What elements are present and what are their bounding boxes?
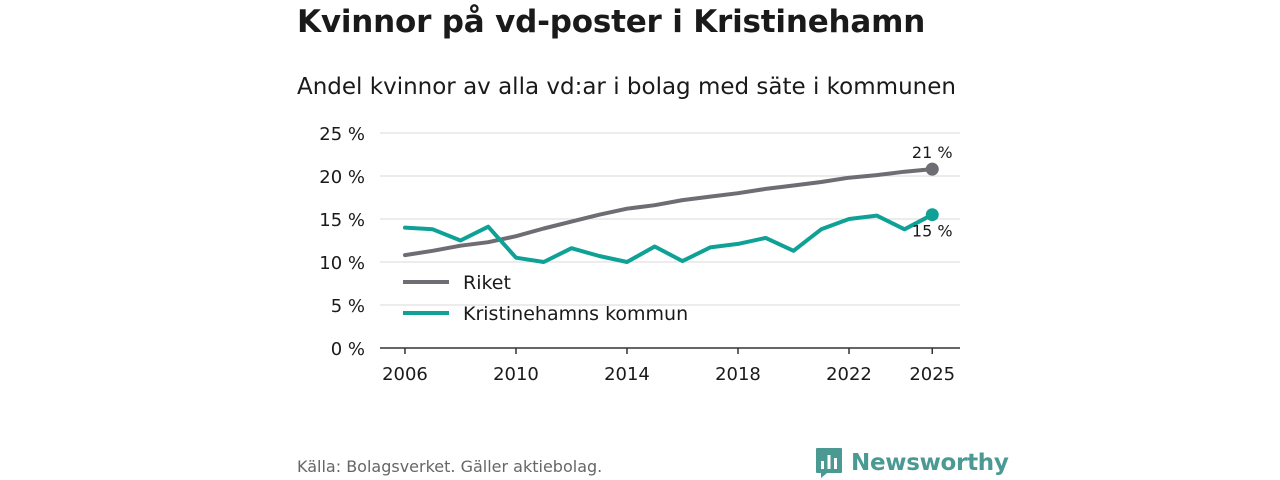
legend: Riket Kristinehamns kommun bbox=[403, 272, 688, 325]
y-tick-label: 10 % bbox=[319, 253, 365, 274]
series bbox=[403, 162, 939, 264]
end-label-kommun: 15 % bbox=[912, 222, 953, 241]
source-note: Källa: Bolagsverket. Gäller aktiebolag. bbox=[297, 457, 603, 476]
line-chart: 0 %5 %10 %15 %20 %25 % 2006 2010 2014 2018 2… bbox=[319, 124, 960, 385]
legend-label-kommun: Kristinehamns kommun bbox=[463, 303, 688, 325]
end-point-kommun bbox=[925, 208, 939, 222]
chart-subtitle: Andel kvinnor av alla vd:ar i bolag med … bbox=[297, 74, 956, 100]
x-tick-label: 2022 bbox=[826, 364, 872, 385]
x-tick-label: 2010 bbox=[493, 364, 539, 385]
end-point-riket bbox=[925, 162, 939, 176]
y-tick-label: 25 % bbox=[319, 124, 365, 145]
end-labels: 21 % 15 % bbox=[912, 143, 953, 241]
bar-chart-icon bbox=[816, 448, 842, 478]
x-tick-label: 2006 bbox=[382, 364, 428, 385]
legend-label-riket: Riket bbox=[463, 272, 511, 294]
x-tick-label: 2025 bbox=[909, 364, 955, 385]
x-tick-label: 2018 bbox=[715, 364, 761, 385]
y-tick-label: 0 % bbox=[331, 339, 365, 360]
series-line-riket bbox=[403, 167, 935, 258]
series-line-kommun bbox=[403, 212, 935, 264]
x-tick-label: 2014 bbox=[604, 364, 650, 385]
end-label-riket: 21 % bbox=[912, 143, 953, 162]
newsworthy-logo: Newsworthy bbox=[815, 447, 1009, 479]
x-axis-ticks: 2006 2010 2014 2018 2022 2025 bbox=[382, 348, 955, 385]
y-tick-label: 5 % bbox=[331, 296, 365, 317]
y-axis: 0 % 5 % 10 % 15 % 20 % 25 % bbox=[319, 124, 365, 360]
y-tick-label: 20 % bbox=[319, 167, 365, 188]
y-tick-label: 15 % bbox=[319, 210, 365, 231]
brand-name: Newsworthy bbox=[851, 450, 1009, 476]
chart-title: Kvinnor på vd-poster i Kristinehamn bbox=[297, 4, 926, 40]
